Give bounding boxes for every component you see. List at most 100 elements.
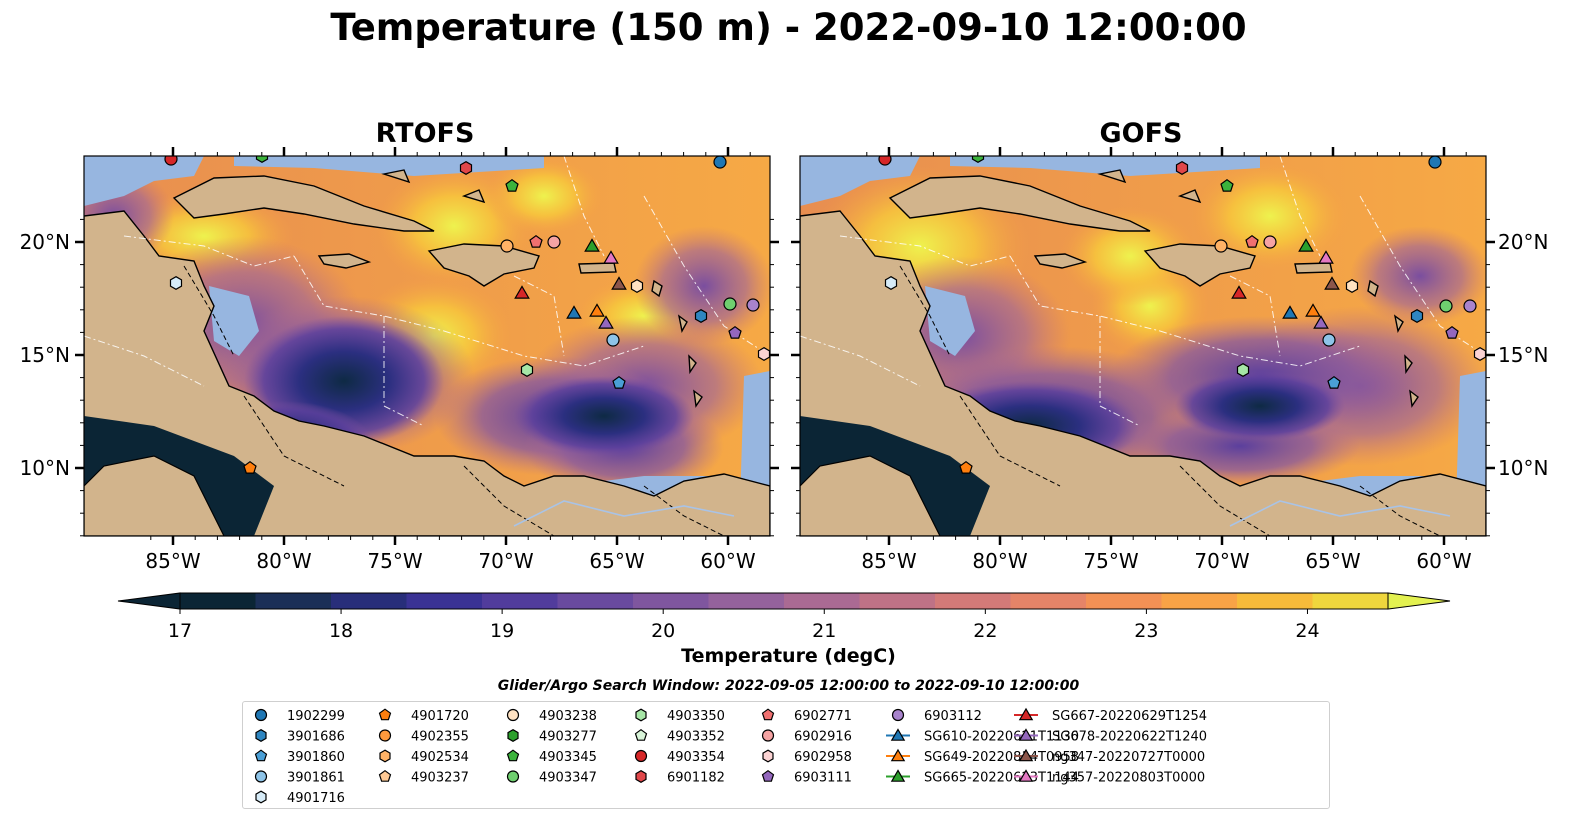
lat-tick-label-left: 10°N <box>20 456 70 480</box>
lon-tick-label: 70°W <box>1194 549 1249 573</box>
legend-marker <box>254 749 268 762</box>
float-marker <box>1263 235 1277 249</box>
border-line <box>243 395 345 487</box>
legend-marker <box>761 769 775 782</box>
legend-marker <box>254 708 268 722</box>
colorbar-bin <box>180 593 256 609</box>
legend-label: 6902916 <box>794 730 852 745</box>
legend-marker <box>635 770 647 783</box>
colorbar-extend-low <box>117 592 181 610</box>
float-marker <box>1305 303 1321 317</box>
legend-entry: 3901860 <box>254 749 345 765</box>
legend-marker <box>1018 769 1034 782</box>
colorbar-bin <box>784 593 860 609</box>
colorbar-bin <box>331 593 407 609</box>
legend-entry: 3901861 <box>254 770 345 786</box>
legend-label: 4903354 <box>667 750 725 765</box>
legend-marker <box>506 708 520 722</box>
legend-entry: SG678-20220622T1240 <box>1014 728 1207 745</box>
float-marker <box>1324 276 1340 290</box>
float-marker <box>612 375 626 389</box>
legend-entry: ng347-20220727T0000 <box>1014 748 1205 765</box>
land-mass <box>1097 169 1127 184</box>
float-marker <box>1428 156 1442 169</box>
legend-marker <box>378 729 392 742</box>
legend-entry: 4903347 <box>506 770 597 786</box>
float-marker <box>1236 363 1250 377</box>
legend-label: ng357-20220803T0000 <box>1052 771 1205 786</box>
legend-label: SG610-20220621T1130 <box>924 730 1079 745</box>
legend-entry: 4903354 <box>634 749 725 765</box>
lon-tick-label: 85°W <box>145 549 200 573</box>
land-mass <box>427 243 540 287</box>
lat-tick-label-right: 15°N <box>1498 343 1548 367</box>
legend-label: 6901182 <box>667 771 725 786</box>
figure-title: Temperature (150 m) - 2022-09-10 12:00:0… <box>330 6 1247 49</box>
legend-label: 4902355 <box>411 730 469 745</box>
legend-marker <box>634 728 648 741</box>
colorbar-bin <box>406 593 483 609</box>
float-marker <box>971 156 985 163</box>
colorbar-bin <box>557 593 634 609</box>
legend-marker <box>890 769 906 782</box>
legend-entry: 4903352 <box>634 728 725 745</box>
float-marker <box>589 303 605 317</box>
boundary-line <box>1159 330 1361 367</box>
colorbar-tick-label: 18 <box>329 620 353 642</box>
float-marker <box>255 156 269 163</box>
float-marker <box>1410 309 1424 323</box>
land-mass <box>1177 189 1202 204</box>
colorbar-extend-high <box>1387 592 1451 610</box>
lon-tick-label: 80°W <box>256 549 311 573</box>
boundary-line <box>1279 156 1321 257</box>
land-mass <box>888 175 1151 232</box>
search-window-text: Glider/Argo Search Window: 2022-09-05 12… <box>497 678 1080 694</box>
shallow-shelf <box>800 156 920 206</box>
float-marker <box>1298 238 1314 252</box>
legend-label: 3901860 <box>287 750 345 765</box>
float-marker <box>547 235 561 249</box>
lon-tick-label: 80°W <box>972 549 1027 573</box>
legend-marker <box>379 749 391 763</box>
legend-label: 4903238 <box>539 709 597 724</box>
float-marker <box>1220 178 1234 192</box>
float-marker <box>169 276 183 290</box>
legend-entry: SG667-20220629T1254 <box>1014 707 1207 724</box>
float-marker <box>514 285 530 299</box>
land-mass <box>1404 354 1413 375</box>
colorbar-tick-label: 17 <box>168 620 192 642</box>
lon-tick-label: 65°W <box>589 549 644 573</box>
legend-label: 4903350 <box>667 709 725 724</box>
land-mass <box>800 210 1486 536</box>
legend-marker <box>254 770 268 783</box>
float-marker <box>1231 285 1247 299</box>
float-marker <box>1245 234 1259 248</box>
river <box>1229 500 1451 527</box>
boundary-line <box>1229 275 1281 357</box>
legend-label: ng347-20220727T0000 <box>1052 750 1205 765</box>
legend-entries: 1902299 3901686 3901860 3901861 4901716 49017… <box>254 707 1207 806</box>
maps-figure: 85°W 80°W 75°W 70°W 65°W 60°W 85°W 80°W 75°W 70°… <box>20 147 1548 573</box>
legend-marker <box>378 708 392 721</box>
legend-entry: 6902916 <box>761 729 852 745</box>
lon-tick-label: 60°W <box>700 549 755 573</box>
colorbar-bin <box>859 593 936 609</box>
float-marker <box>713 156 727 169</box>
legend-entry: 6902958 <box>762 749 852 765</box>
land-mass <box>1393 314 1404 334</box>
land-mass <box>693 389 703 408</box>
river <box>513 500 735 527</box>
land-mass <box>1143 243 1256 287</box>
colorbar-tick-label: 24 <box>1295 620 1319 642</box>
rtofs-panel-title: RTOFS <box>375 118 475 149</box>
colorbar-tick-label: 19 <box>490 620 514 642</box>
land-mass <box>461 189 486 204</box>
legend-entry: 4903350 <box>635 708 725 724</box>
float-marker <box>728 325 742 339</box>
legend-label: SG665-20220623T1144 <box>924 771 1079 786</box>
colorbar-bin <box>1010 593 1087 609</box>
float-marker <box>459 161 473 175</box>
legend-entry: 6902771 <box>761 708 852 724</box>
land-mass <box>1033 253 1088 269</box>
legend-marker <box>255 729 267 742</box>
